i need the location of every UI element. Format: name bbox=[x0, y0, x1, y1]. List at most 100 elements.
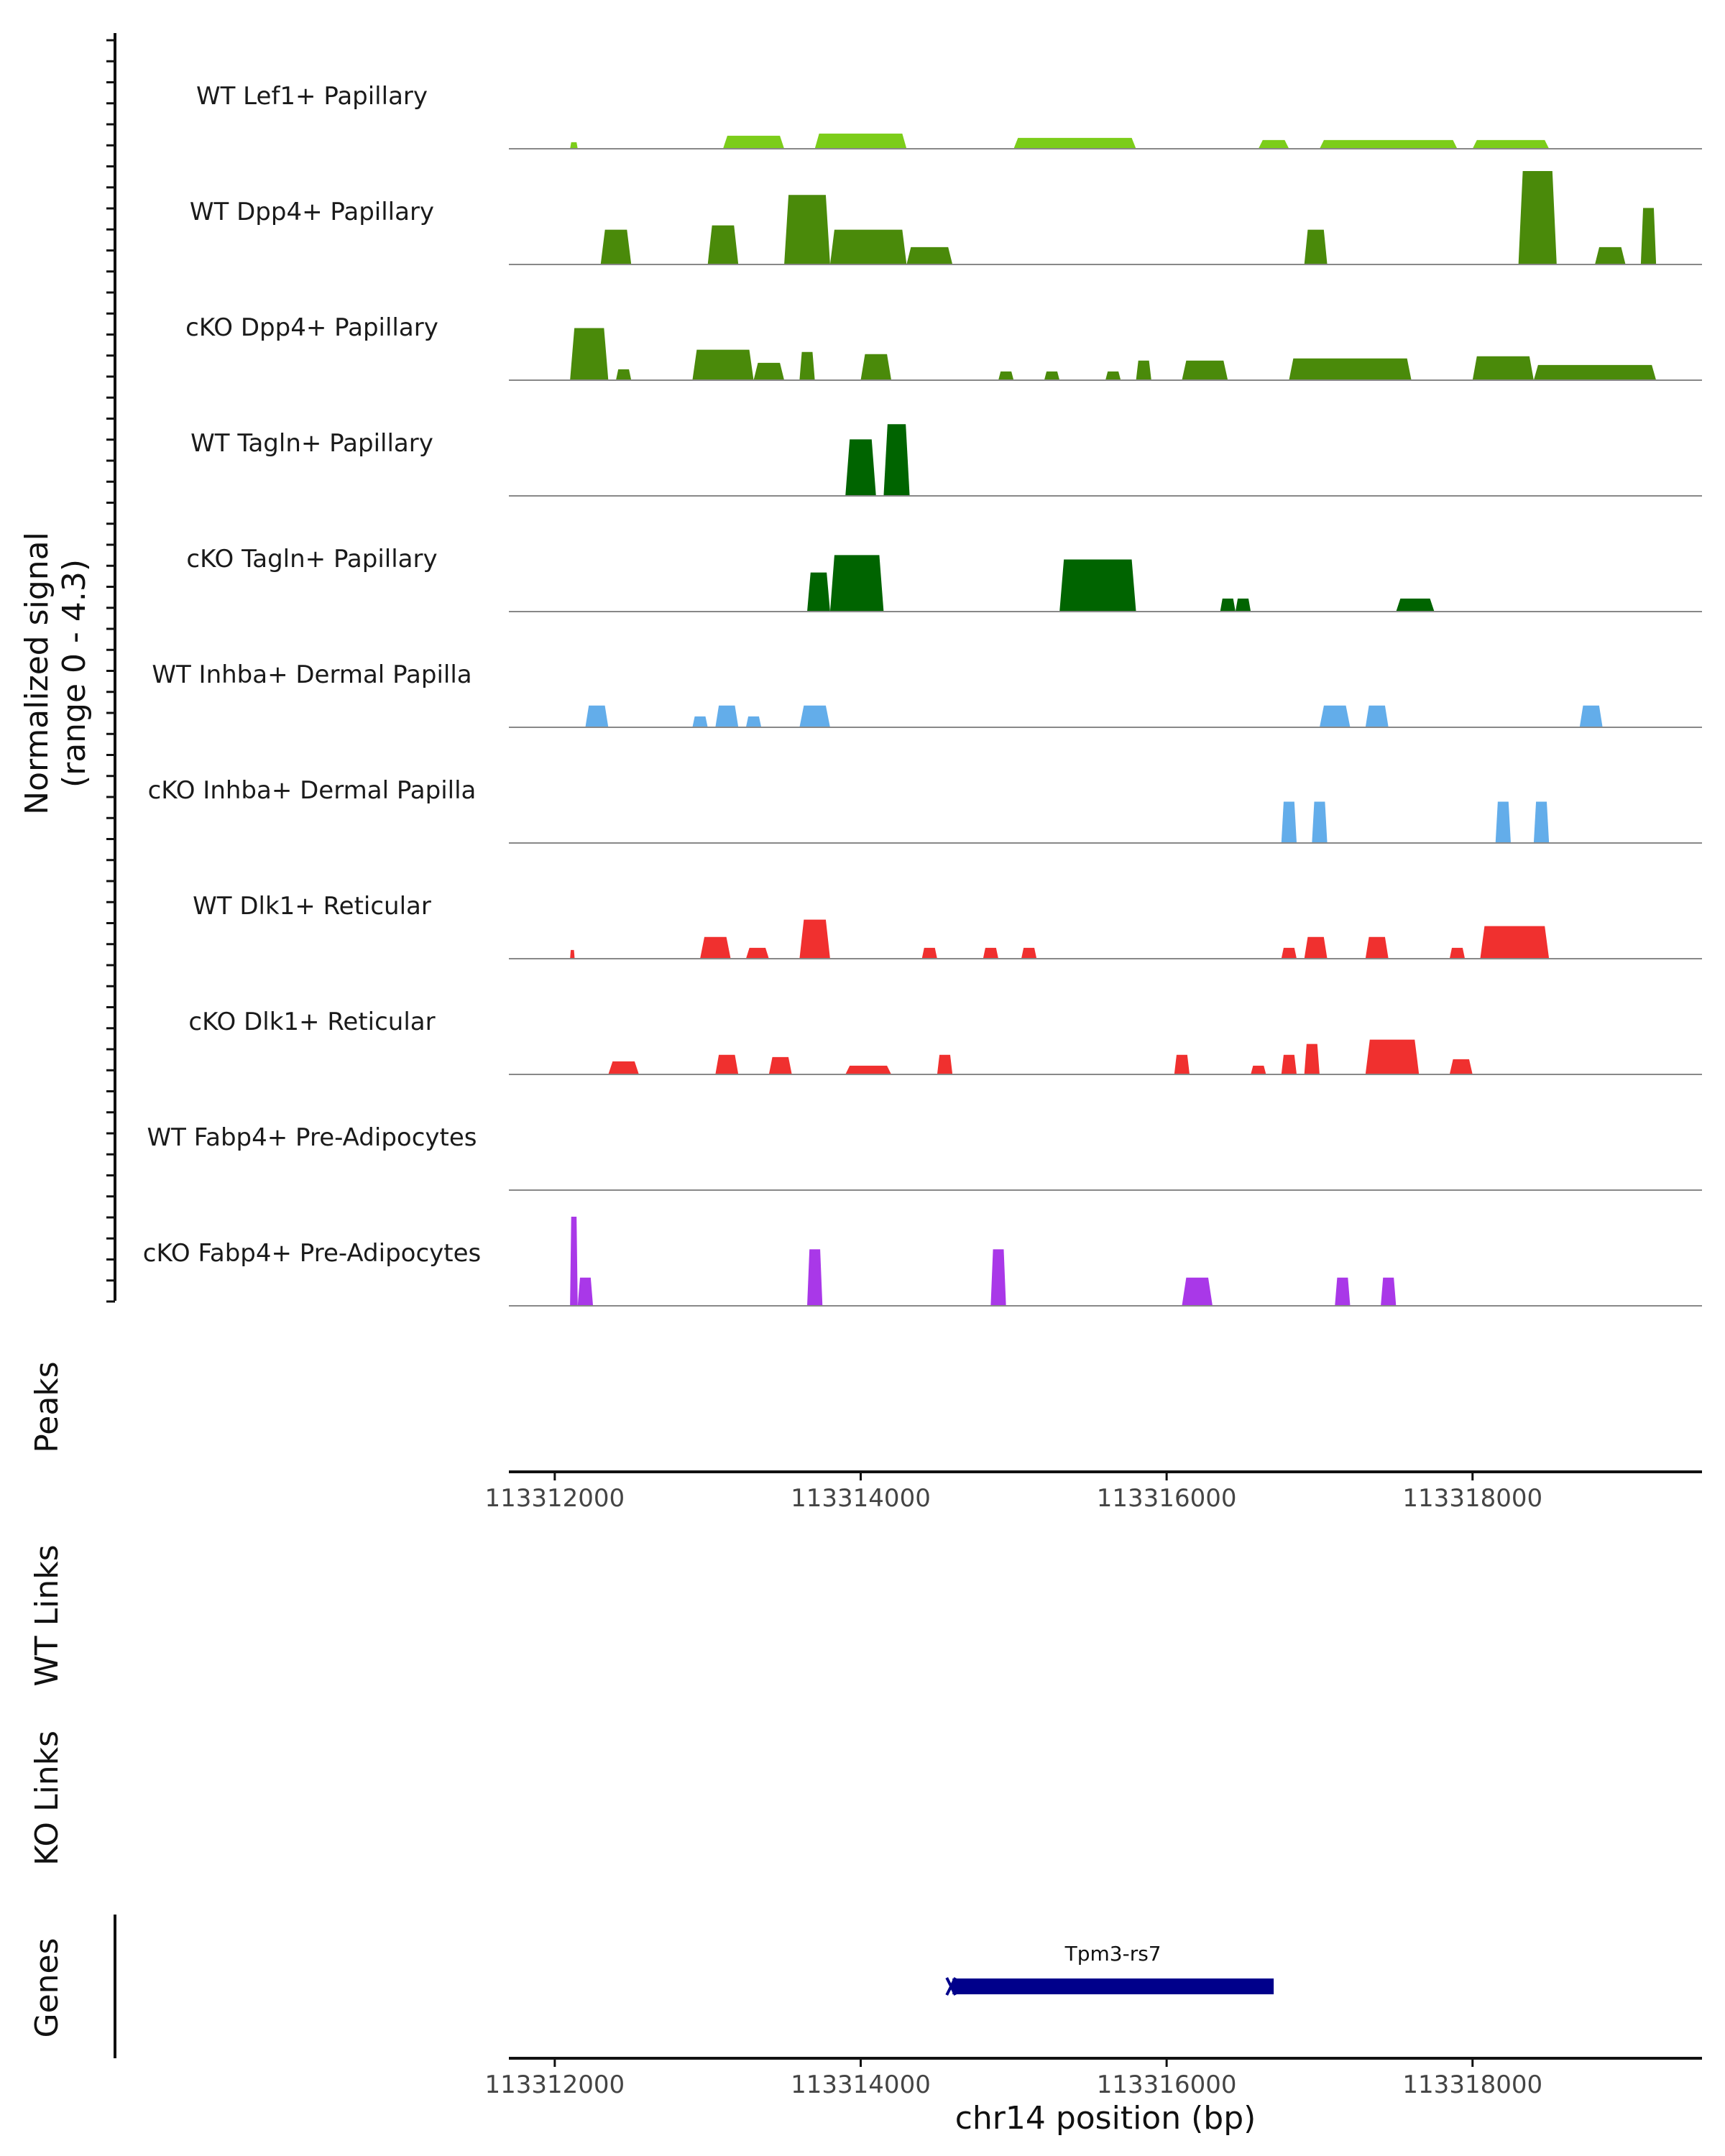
x-tick-label: 113316000 bbox=[1097, 1484, 1237, 1513]
track-label: WT Inhba+ Dermal Papilla bbox=[152, 660, 472, 689]
signal-peak bbox=[784, 195, 830, 264]
signal-peak bbox=[1449, 947, 1466, 959]
ko-links-panel-label: KO Links bbox=[29, 1731, 65, 1866]
signal-peak bbox=[937, 1054, 953, 1074]
gene-label: Tpm3-rs7 bbox=[1064, 1942, 1162, 1966]
signal-peak bbox=[1518, 171, 1557, 264]
x-tick-label: 113314000 bbox=[791, 2070, 931, 2099]
signal-peak bbox=[1182, 1277, 1213, 1306]
signal-peak bbox=[768, 1056, 792, 1074]
signal-peak bbox=[1013, 137, 1136, 149]
signal-peak bbox=[883, 424, 910, 496]
signal-peak bbox=[715, 705, 739, 727]
lower-x-axis-ticks: 113312000 113314000 113316000 113318000 bbox=[485, 2058, 1542, 2099]
signal-peak bbox=[1579, 705, 1603, 727]
signal-peak bbox=[715, 1054, 739, 1074]
signal-peak bbox=[1304, 229, 1328, 264]
signal-peak bbox=[807, 572, 830, 612]
x-tick-label: 113318000 bbox=[1402, 2070, 1542, 2099]
signal-peak bbox=[1289, 358, 1412, 380]
signal-peak bbox=[1251, 1065, 1266, 1074]
track: cKO Fabp4+ Pre-Adipocytes bbox=[143, 1217, 1702, 1307]
signal-peak bbox=[1365, 705, 1389, 727]
signal-peak bbox=[1472, 356, 1534, 380]
signal-peak bbox=[799, 919, 830, 959]
signal-peak bbox=[753, 362, 785, 380]
x-axis-title: chr14 position (bp) bbox=[955, 2100, 1256, 2137]
coverage-tracks: WT Lef1+ Papillary WT Dpp4+ Papillary cKO … bbox=[143, 82, 1702, 1307]
track-label: WT Lef1+ Papillary bbox=[196, 82, 428, 111]
track-label: cKO Inhba+ Dermal Papilla bbox=[148, 776, 477, 805]
signal-peak bbox=[615, 369, 632, 380]
signal-peak bbox=[570, 949, 575, 959]
signal-peak bbox=[998, 371, 1014, 380]
signal-peak bbox=[845, 439, 876, 496]
track: WT Lef1+ Papillary bbox=[196, 82, 1702, 149]
signal-axis-title: Normalized signal (range 0 - 4.3) bbox=[19, 532, 93, 815]
signal-peak bbox=[585, 705, 609, 727]
track: WT Tagln+ Papillary bbox=[190, 424, 1702, 497]
track-label: cKO Dlk1+ Reticular bbox=[188, 1008, 435, 1036]
x-tick-label: 113318000 bbox=[1402, 1484, 1542, 1513]
track: WT Dpp4+ Papillary bbox=[190, 171, 1702, 265]
signal-peak bbox=[1472, 139, 1550, 149]
signal-peak bbox=[1495, 801, 1511, 843]
signal-peak bbox=[845, 1065, 892, 1074]
signal-peak bbox=[799, 351, 815, 380]
track-label: cKO Tagln+ Papillary bbox=[186, 545, 437, 573]
signal-peak bbox=[860, 354, 892, 380]
track: cKO Inhba+ Dermal Papilla bbox=[148, 776, 1702, 844]
signal-peak bbox=[1449, 1059, 1473, 1074]
signal-peak bbox=[692, 716, 708, 727]
signal-peak bbox=[1136, 360, 1151, 380]
peaks-panel-label: Peaks bbox=[29, 1361, 65, 1452]
signal-peak bbox=[1235, 598, 1251, 612]
signal-peak bbox=[1304, 1044, 1320, 1074]
signal-peak bbox=[692, 349, 754, 380]
signal-peak bbox=[1319, 139, 1458, 149]
upper-x-axis-ticks: 113312000 113314000 113316000 113318000 bbox=[485, 1472, 1542, 1513]
signal-peak bbox=[1595, 247, 1626, 264]
signal-peak bbox=[990, 1249, 1006, 1306]
signal-peak bbox=[1319, 705, 1351, 727]
signal-peak bbox=[1304, 936, 1328, 959]
signal-peak bbox=[921, 947, 937, 959]
track-label: cKO Dpp4+ Papillary bbox=[185, 313, 438, 342]
track: cKO Dlk1+ Reticular bbox=[188, 1008, 1702, 1075]
signal-peak bbox=[829, 555, 884, 612]
track: WT Inhba+ Dermal Papilla bbox=[152, 660, 1702, 728]
signal-peak bbox=[1182, 360, 1228, 380]
signal-peak bbox=[707, 225, 739, 264]
wt-links-panel-label: WT Links bbox=[29, 1544, 65, 1686]
signal-peak bbox=[829, 229, 907, 264]
signal-peak bbox=[722, 135, 785, 149]
signal-peak bbox=[1105, 371, 1121, 380]
signal-peak bbox=[570, 328, 609, 380]
signal-peak bbox=[1480, 926, 1550, 959]
signal-peak bbox=[608, 1061, 639, 1074]
x-tick-label: 113316000 bbox=[1097, 2070, 1237, 2099]
signal-peak bbox=[983, 947, 999, 959]
signal-peak bbox=[745, 716, 762, 727]
genes-panel-label: Genes bbox=[29, 1938, 65, 2037]
x-tick-label: 113312000 bbox=[485, 2070, 625, 2099]
signal-peak bbox=[1381, 1277, 1397, 1306]
signal-peak bbox=[1281, 1054, 1297, 1074]
signal-peak bbox=[570, 142, 578, 149]
signal-peak bbox=[1640, 208, 1657, 264]
strand-marker bbox=[945, 1977, 957, 1996]
signal-peak bbox=[906, 247, 953, 264]
gene: Tpm3-rs7 bbox=[945, 1942, 1274, 1996]
signal-peak bbox=[1258, 139, 1289, 149]
track: WT Dlk1+ Reticular bbox=[193, 892, 1702, 959]
signal-peak bbox=[1312, 801, 1328, 843]
signal-peak bbox=[745, 947, 769, 959]
track-label: WT Fabp4+ Pre-Adipocytes bbox=[147, 1123, 477, 1152]
track-label: WT Tagln+ Papillary bbox=[190, 429, 433, 458]
signal-peak bbox=[814, 133, 907, 149]
signal-peak bbox=[570, 1217, 578, 1306]
x-tick-label: 113312000 bbox=[485, 1484, 625, 1513]
signal-peak bbox=[1044, 371, 1060, 380]
signal-peak bbox=[1365, 936, 1389, 959]
